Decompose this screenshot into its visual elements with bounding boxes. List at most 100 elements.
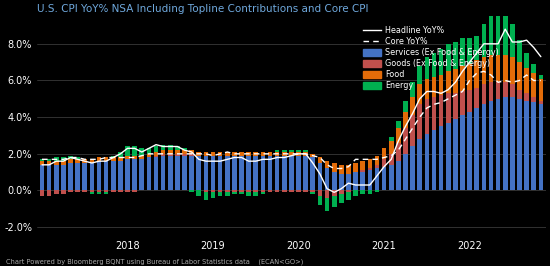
Bar (261, 192, 265, 194)
Bar (61, 165, 65, 190)
Bar (246, 152, 251, 156)
Bar (175, 154, 180, 156)
Bar (196, 190, 201, 196)
Bar (90, 163, 94, 190)
Bar (425, 99, 429, 134)
Bar (488, 9, 493, 55)
Bar (339, 165, 344, 174)
Bar (524, 101, 529, 190)
Bar (125, 159, 130, 190)
Bar (503, 97, 508, 190)
Bar (432, 130, 436, 190)
Bar (524, 68, 529, 93)
Bar (40, 190, 45, 196)
Bar (61, 161, 65, 165)
Bar (296, 190, 301, 192)
Bar (261, 152, 265, 156)
Bar (104, 192, 108, 194)
Bar (189, 190, 194, 192)
Bar (475, 60, 479, 88)
Bar (111, 156, 116, 157)
Bar (261, 190, 265, 192)
Legend: Headline YoY%, Core YoY%, Services (Ex Food & Energy), Goods (Ex Food & Energy),: Headline YoY%, Core YoY%, Services (Ex F… (361, 25, 500, 92)
Bar (175, 147, 180, 150)
Bar (40, 161, 45, 165)
Bar (104, 161, 108, 190)
Bar (503, 55, 508, 82)
Bar (153, 156, 158, 157)
Bar (282, 150, 287, 152)
Bar (396, 143, 400, 161)
Bar (446, 93, 450, 123)
Bar (531, 64, 536, 73)
Bar (104, 157, 108, 161)
Bar (282, 190, 287, 192)
Bar (503, 9, 508, 55)
Bar (68, 163, 73, 190)
Bar (311, 192, 315, 194)
Bar (204, 152, 208, 156)
Bar (232, 190, 236, 192)
Bar (538, 101, 543, 104)
Bar (475, 36, 479, 60)
Bar (367, 159, 372, 168)
Bar (282, 156, 287, 190)
Bar (246, 190, 251, 192)
Bar (161, 145, 166, 150)
Bar (239, 190, 244, 192)
Bar (417, 104, 422, 139)
Bar (317, 163, 322, 190)
Bar (304, 190, 308, 192)
Bar (218, 156, 223, 190)
Bar (90, 192, 94, 194)
Bar (324, 190, 329, 198)
Bar (182, 156, 187, 190)
Bar (204, 156, 208, 190)
Bar (481, 84, 486, 104)
Bar (196, 156, 201, 190)
Bar (125, 190, 130, 192)
Bar (97, 190, 101, 192)
Bar (403, 112, 408, 128)
Bar (153, 157, 158, 190)
Bar (503, 82, 508, 97)
Bar (375, 165, 379, 168)
Bar (61, 190, 65, 194)
Bar (510, 24, 515, 57)
Text: Chart Powered by Bloomberg BQNT using Bureau of Labor Statistics data    (ECAN<G: Chart Powered by Bloomberg BQNT using Bu… (6, 258, 303, 265)
Bar (496, 99, 500, 190)
Bar (225, 152, 229, 156)
Bar (332, 172, 337, 190)
Bar (61, 157, 65, 161)
Bar (111, 157, 116, 161)
Bar (360, 190, 365, 194)
Bar (339, 174, 344, 190)
Bar (531, 102, 536, 190)
Bar (468, 64, 472, 90)
Bar (211, 152, 216, 156)
Bar (225, 156, 229, 190)
Bar (133, 190, 137, 192)
Text: U.S. CPI YoY% NSA Including Topline Contributions and Core CPI: U.S. CPI YoY% NSA Including Topline Cont… (37, 4, 368, 14)
Bar (425, 57, 429, 79)
Bar (268, 152, 272, 156)
Bar (54, 165, 59, 190)
Bar (254, 152, 258, 156)
Bar (531, 97, 536, 102)
Bar (517, 62, 522, 90)
Bar (161, 150, 166, 154)
Bar (175, 156, 180, 190)
Bar (382, 167, 387, 190)
Bar (254, 192, 258, 196)
Bar (296, 150, 301, 152)
Bar (168, 154, 173, 156)
Bar (133, 159, 137, 190)
Bar (432, 53, 436, 77)
Bar (147, 148, 151, 154)
Bar (254, 190, 258, 192)
Bar (410, 82, 415, 97)
Bar (75, 159, 80, 163)
Bar (289, 156, 294, 190)
Bar (538, 79, 543, 101)
Bar (296, 156, 301, 190)
